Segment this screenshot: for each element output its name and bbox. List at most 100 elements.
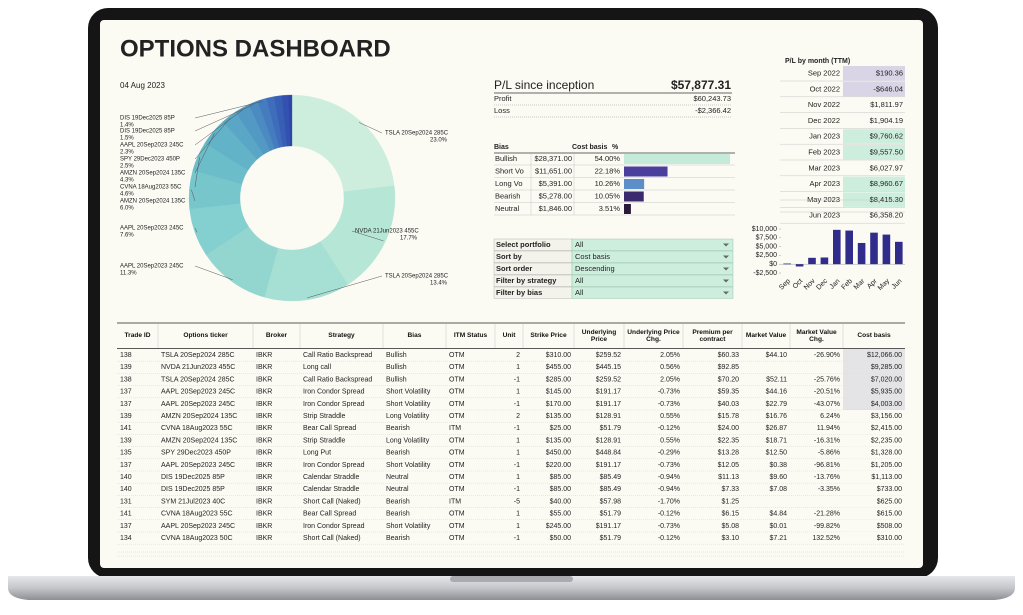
table-cell: Bearish xyxy=(386,498,410,505)
column-header: Underlying Price Chg. xyxy=(627,328,680,344)
table-cell: -1 xyxy=(514,401,520,408)
table-cell: $11.13 xyxy=(718,474,739,481)
pl-row-value: $60,243.73 xyxy=(693,94,731,103)
leader-line xyxy=(351,230,384,242)
table-cell: $2,235.00 xyxy=(871,437,902,444)
table-cell: $191.17 xyxy=(596,401,621,408)
table-cell: OTM xyxy=(449,486,465,493)
column-header: Market Value Chg. xyxy=(796,328,837,344)
filter-dropdown[interactable]: All xyxy=(571,274,734,287)
slice-percent: 17.7% xyxy=(400,236,418,242)
dropdown-box xyxy=(571,238,734,251)
table-cell: -1 xyxy=(514,486,520,493)
table-cell: 131 xyxy=(120,498,132,505)
table-cell: Call Ratio Backspread xyxy=(303,352,372,359)
column-header: Bias xyxy=(407,332,422,340)
filter-dropdown[interactable]: All xyxy=(571,286,734,299)
table-cell: $85.49 xyxy=(600,474,622,481)
table-cell: OTM xyxy=(449,401,465,408)
table-cell: Iron Condor Spread xyxy=(303,389,365,396)
cost-cell xyxy=(843,458,905,471)
table-cell: $245.00 xyxy=(546,523,571,530)
table-cell: 0.55% xyxy=(660,437,680,444)
table-cell: -1.70% xyxy=(658,498,680,505)
table-cell: $5.08 xyxy=(721,523,739,530)
y-tick-label: $2,500 xyxy=(756,252,778,259)
bar xyxy=(795,264,804,267)
table-cell: Short Volatility xyxy=(386,389,431,396)
table-cell: IBKR xyxy=(256,486,272,493)
filter-dropdown[interactable]: Descending xyxy=(571,262,734,275)
month-value-cell xyxy=(843,129,905,144)
table-cell: 1 xyxy=(516,450,520,457)
filter-dropdown[interactable]: All xyxy=(571,238,734,251)
table-cell: Calendar Straddle xyxy=(303,474,360,481)
table-cell: 2 xyxy=(516,352,520,359)
table-cell: $15.78 xyxy=(718,413,740,420)
table-cell: IBKR xyxy=(256,364,272,371)
table-cell: $13.28 xyxy=(718,450,740,457)
table-cell: $51.79 xyxy=(600,425,622,432)
table-cell: OTM xyxy=(449,352,465,359)
table-cell: -0.12% xyxy=(658,425,680,432)
table-cell: $7.21 xyxy=(769,535,787,542)
table-cell: $2,415.00 xyxy=(871,425,902,432)
table-cell: OTM xyxy=(449,462,465,469)
table-cell: $3.10 xyxy=(721,535,739,542)
table-cell: OTM xyxy=(449,523,465,530)
table-cell: $0.38 xyxy=(769,462,787,469)
cost-cell xyxy=(843,422,905,435)
month-value: $1,811.97 xyxy=(870,100,903,109)
table-cell: IBKR xyxy=(256,413,272,420)
table-cell: $50.00 xyxy=(550,535,572,542)
table-cell: -0.73% xyxy=(658,389,680,396)
table-cell: -1 xyxy=(514,425,520,432)
table-cell: $52.11 xyxy=(766,376,787,383)
table-cell: IBKR xyxy=(256,523,272,530)
filter-dropdown[interactable]: Cost basis xyxy=(571,250,734,263)
slice-percent: 11.3% xyxy=(120,271,137,277)
table-cell: $4.84 xyxy=(769,511,787,518)
dropdown-arrow xyxy=(723,255,729,259)
table-cell: Bearish xyxy=(386,450,410,457)
table-cell: $9.60 xyxy=(769,474,787,481)
table-cell: $508.00 xyxy=(877,523,902,530)
table-cell: Short Volatility xyxy=(386,401,431,408)
dropdown-box xyxy=(571,250,734,263)
table-cell: 1 xyxy=(516,511,520,518)
date: 04 Aug 2023 xyxy=(120,81,165,90)
cost-cell xyxy=(843,495,905,508)
leader-line xyxy=(194,265,233,280)
table-cell: $85.49 xyxy=(600,486,622,493)
table-cell: AMZN 20Sep2024 135C xyxy=(161,413,237,420)
table-cell: DIS 19Dec2025 85P xyxy=(161,474,225,481)
month-value-cell xyxy=(843,113,905,128)
table-cell: -99.82% xyxy=(814,523,840,530)
filter-label: Sort by xyxy=(496,252,523,261)
table-cell: 134 xyxy=(120,535,132,542)
table-cell: $4,003.00 xyxy=(871,401,902,408)
bar xyxy=(870,232,878,265)
table-cell: $22.35 xyxy=(718,437,740,444)
table-cell: $40.00 xyxy=(550,498,572,505)
cost-cell xyxy=(843,397,905,410)
cost-cell xyxy=(843,507,905,520)
table-cell: $135.00 xyxy=(546,413,571,420)
month-value-cell xyxy=(843,81,905,97)
table-cell: -43.07% xyxy=(814,401,840,408)
bias-cost: $1,846.00 xyxy=(539,204,572,213)
table-cell: $85.00 xyxy=(550,474,572,481)
filter-label: Sort order xyxy=(496,264,532,273)
table-cell: 139 xyxy=(120,413,132,420)
table-cell: $1,113.00 xyxy=(871,474,902,481)
month-label: Oct 2022 xyxy=(810,84,840,93)
bias-bar xyxy=(624,179,645,189)
leader-line xyxy=(307,275,383,299)
table-cell: 139 xyxy=(120,364,132,371)
pl-row-value: -$2,366.42 xyxy=(695,106,731,115)
table-cell: 132.52% xyxy=(812,535,840,542)
table-cell: IBKR xyxy=(256,389,272,396)
bias-cost: $11,651.00 xyxy=(535,166,572,175)
column-header: Options ticker xyxy=(183,332,228,340)
column-header-box: Options ticker xyxy=(183,332,228,340)
